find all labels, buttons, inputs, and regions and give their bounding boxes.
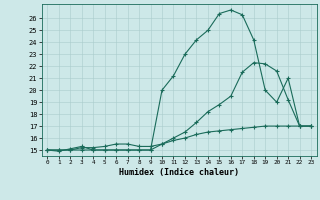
X-axis label: Humidex (Indice chaleur): Humidex (Indice chaleur) bbox=[119, 168, 239, 177]
